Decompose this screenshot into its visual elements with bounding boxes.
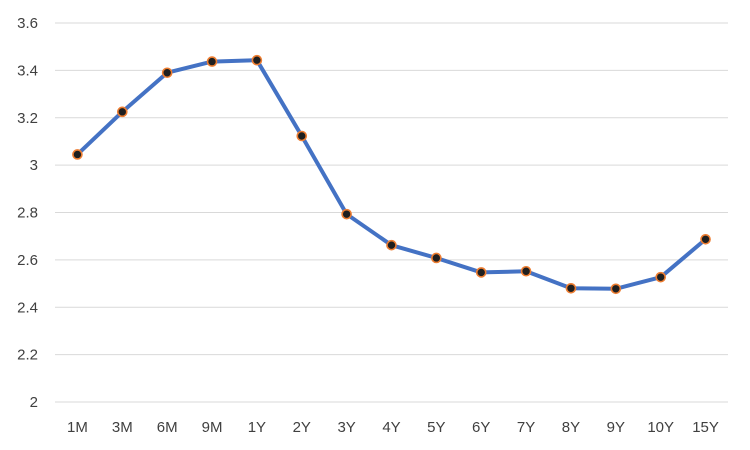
y-tick-label: 3.4 [17, 62, 38, 79]
x-axis-tick-labels: 1M 3M 6M 9M 1Y 2Y 3Y 4Y 5Y 6Y 7Y 8Y 9Y 10Y 15Y [67, 419, 719, 436]
x-tick-label: 4Y [382, 419, 400, 436]
data-point [700, 233, 711, 245]
data-point [296, 130, 308, 142]
data-point [251, 54, 263, 66]
y-tick-label: 2.4 [17, 299, 38, 316]
series-line [75, 58, 708, 291]
y-tick-label: 2.8 [17, 205, 38, 222]
x-tick-label: 2Y [293, 419, 311, 436]
x-tick-label: 3M [112, 419, 133, 436]
y-tick-label: 2.6 [17, 252, 38, 269]
data-point [117, 106, 128, 118]
x-tick-label: 6M [157, 419, 178, 436]
x-tick-label: 1Y [248, 419, 266, 436]
data-point [206, 56, 218, 67]
data-point [386, 239, 397, 251]
x-tick-label: 15Y [692, 419, 719, 436]
y-tick-label: 3 [30, 157, 38, 174]
x-tick-label: 9M [202, 419, 223, 436]
data-point [431, 252, 442, 264]
data-point [161, 67, 173, 79]
x-tick-label: 8Y [562, 419, 580, 436]
data-point [520, 265, 532, 277]
data-point [610, 283, 622, 295]
gridlines [55, 22, 728, 403]
data-point [655, 271, 667, 283]
x-tick-label: 10Y [647, 419, 674, 436]
x-tick-label: 1M [67, 419, 88, 436]
data-point [72, 149, 83, 160]
x-tick-label: 3Y [337, 419, 355, 436]
y-tick-label: 2 [30, 394, 38, 411]
series-layer [75, 58, 708, 291]
x-tick-label: 7Y [517, 419, 535, 436]
x-tick-label: 6Y [472, 419, 490, 436]
x-tick-label: 9Y [607, 419, 625, 436]
data-point [341, 208, 352, 220]
y-tick-label: 3.6 [17, 15, 38, 32]
x-tick-label: 5Y [427, 419, 445, 436]
y-tick-label: 2.2 [17, 347, 38, 364]
y-tick-label: 3.2 [17, 110, 38, 127]
y-axis-tick-labels: 2 2.2 2.4 2.6 2.8 3 3.2 3.4 3.6 [17, 15, 38, 411]
data-point [475, 267, 487, 278]
data-point [565, 282, 577, 294]
markers [72, 54, 711, 295]
